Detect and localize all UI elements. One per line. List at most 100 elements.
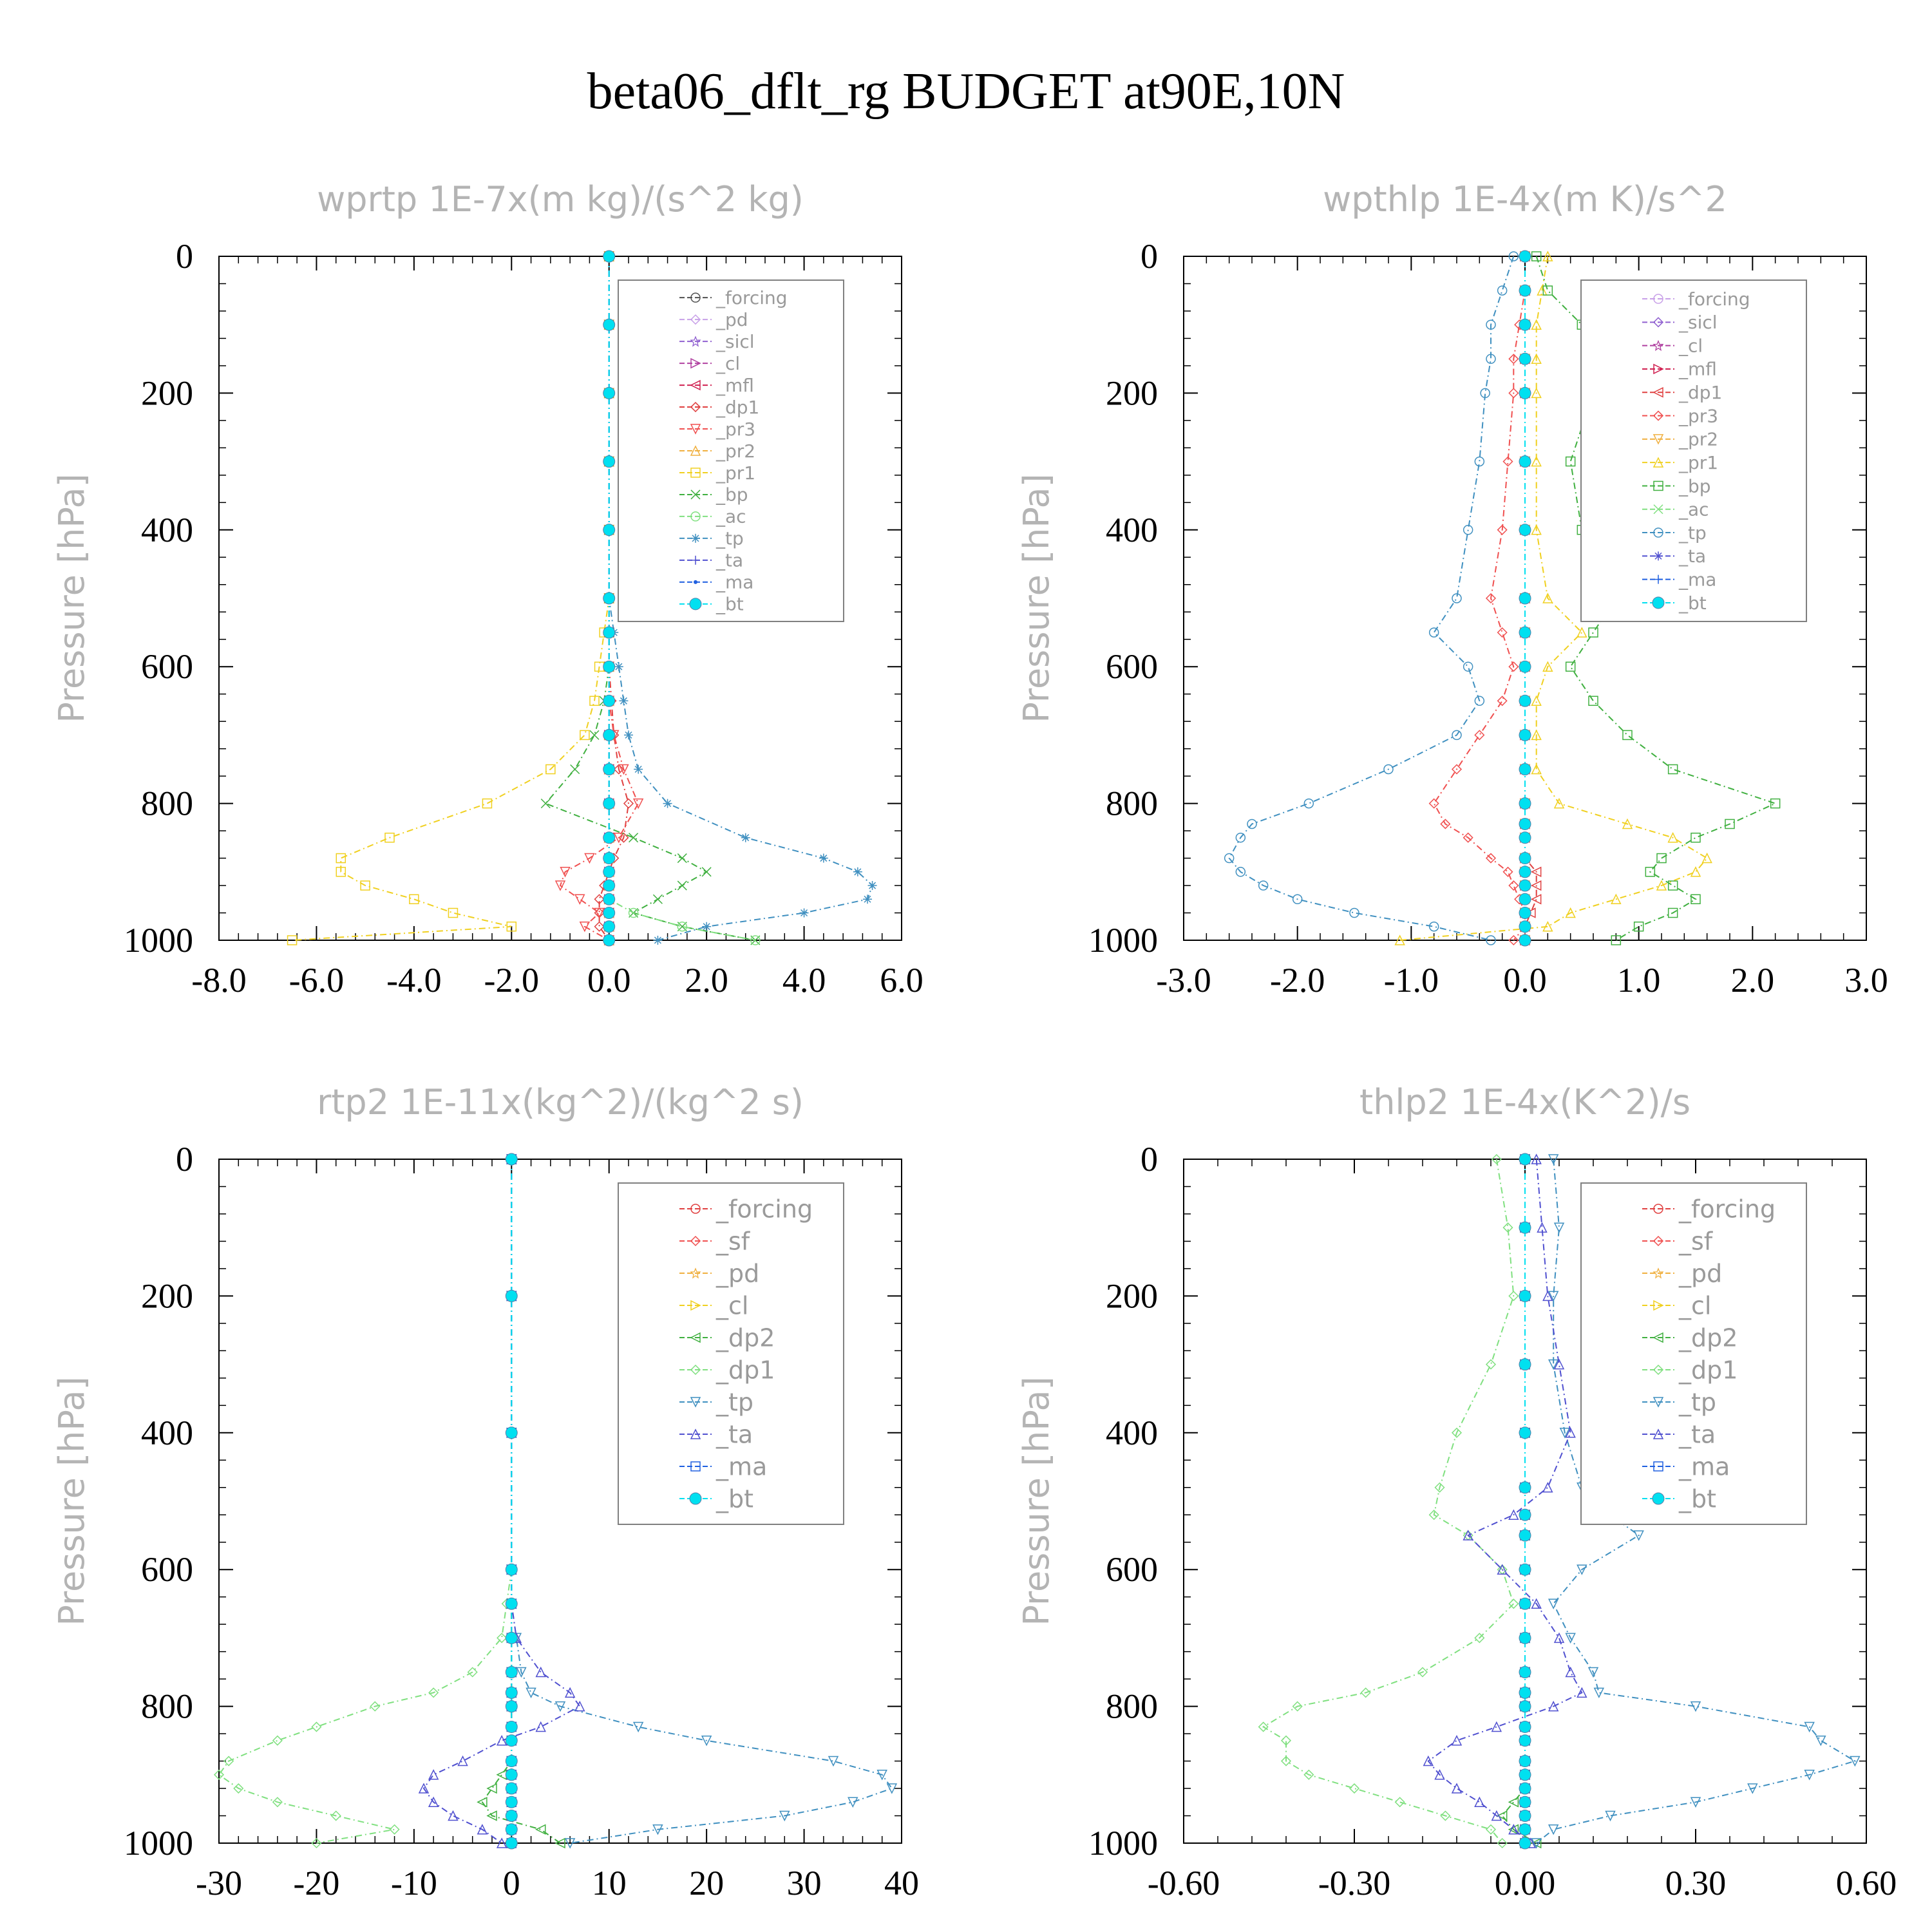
series_pr3	[1428, 251, 1531, 946]
legend-swatch-marker	[690, 1364, 701, 1376]
series-point	[535, 1824, 546, 1835]
series-point	[1588, 627, 1598, 638]
y-tick-label: 200	[1106, 374, 1158, 412]
series-point	[505, 1837, 518, 1850]
legend-label: _dp1	[715, 397, 759, 418]
legend-swatch-marker	[1653, 457, 1664, 468]
y-tick-label: 1000	[1088, 1824, 1158, 1862]
x-tick-label: 6.0	[880, 961, 923, 999]
series-point	[1531, 695, 1542, 706]
panel-3: rtp2 1E-11x(kg^2)/(kg^2 s) Pressure [hPa]…	[52, 1082, 919, 1902]
legend-swatch-marker	[694, 580, 697, 584]
series-point	[574, 894, 585, 905]
legend-swatch-marker	[1654, 551, 1663, 561]
x-tick-label: -2.0	[1270, 961, 1325, 999]
series-point	[1542, 251, 1553, 261]
legend-label: _pr3	[1678, 405, 1718, 426]
series-point	[1531, 1598, 1542, 1609]
series-point	[701, 1735, 712, 1747]
y-tick-label: 800	[1106, 1687, 1158, 1726]
legend-label: _bt	[1678, 592, 1707, 614]
series-point	[618, 832, 629, 843]
series-point	[1497, 1564, 1508, 1575]
series-point	[311, 1721, 322, 1732]
series-point	[1519, 1481, 1531, 1494]
series-point	[1519, 1153, 1531, 1166]
series-point	[505, 1289, 518, 1302]
legend-label: _ta	[1678, 545, 1706, 567]
series-point	[1531, 353, 1542, 365]
series-point	[1690, 832, 1701, 843]
series-point	[594, 921, 605, 932]
series-point	[1611, 935, 1622, 945]
x-tick-label: 0.60	[1836, 1864, 1897, 1902]
legend-label: _cl	[1678, 335, 1703, 356]
series_tp	[1531, 1154, 1861, 1849]
series_pr1	[1394, 251, 1712, 945]
series-point	[1497, 696, 1508, 706]
series-point	[848, 1797, 858, 1808]
series-line	[1524, 256, 1537, 940]
legend-label: _mfl	[1678, 359, 1717, 380]
series-point	[1303, 798, 1314, 809]
series-point	[677, 853, 687, 864]
series-point	[505, 1768, 518, 1781]
series-point	[1519, 1823, 1531, 1836]
legend-swatch-marker	[690, 468, 701, 478]
series-point	[505, 1631, 518, 1644]
y-tick-label: 400	[1106, 511, 1158, 549]
series-point	[701, 867, 712, 877]
series-point	[1519, 1795, 1531, 1808]
series-point	[886, 1783, 898, 1794]
series-point	[1519, 524, 1531, 536]
y-tick-label: 0	[1141, 1140, 1158, 1179]
series-point	[1485, 592, 1497, 604]
series-point	[535, 1666, 546, 1678]
series-point	[428, 1796, 439, 1808]
series_bt	[603, 250, 616, 947]
series-point	[603, 852, 616, 865]
series-point	[1519, 1686, 1531, 1699]
legend: _forcing_sicl_cl_mfl_dp1_pr3_pr2_pr1_bp_…	[1580, 279, 1807, 622]
series-point	[428, 1769, 439, 1780]
series-point	[1542, 661, 1553, 672]
series-point	[603, 893, 616, 905]
series-point	[535, 1721, 546, 1732]
series-point	[628, 907, 639, 918]
series-point	[1519, 352, 1531, 365]
series-point	[505, 1563, 518, 1576]
legend-frame	[1580, 1182, 1807, 1525]
series-point	[1519, 920, 1531, 933]
legend-swatch-marker	[1652, 596, 1665, 609]
series-point	[418, 1783, 430, 1794]
series-point	[580, 730, 590, 741]
series-point	[677, 922, 688, 932]
series-point	[505, 1686, 518, 1699]
legend-label: _tp	[715, 1388, 753, 1416]
series-point	[1519, 866, 1531, 878]
legend-swatch-marker	[1653, 317, 1664, 328]
series-point	[560, 867, 571, 878]
series-point	[1690, 894, 1701, 905]
series-point	[1349, 907, 1359, 918]
series_dp2	[1496, 1153, 1542, 1849]
series-point	[1622, 818, 1633, 829]
series-point	[1588, 696, 1598, 706]
series-point	[497, 1633, 507, 1643]
series-point	[863, 895, 872, 904]
y-axis-label: Pressure [hPa]	[52, 473, 92, 723]
y-tick-label: 600	[141, 647, 193, 686]
panel-title: thlp2 1E-4x(K^2)/s	[1359, 1082, 1690, 1122]
series-point	[1474, 1633, 1485, 1643]
series-point	[1496, 1810, 1508, 1821]
legend-swatch-marker	[690, 292, 701, 303]
y-axis-label: Pressure [hPa]	[1016, 1376, 1057, 1625]
series-point	[1519, 660, 1531, 673]
series-point	[1280, 1756, 1292, 1766]
series_tp	[1224, 251, 1519, 945]
series-point	[1565, 1427, 1576, 1438]
figure-title: beta06_dflt_rg BUDGET at90E,10N	[587, 63, 1345, 120]
series-point	[554, 1701, 566, 1712]
series-point	[1463, 525, 1473, 535]
series-point	[876, 1770, 887, 1781]
